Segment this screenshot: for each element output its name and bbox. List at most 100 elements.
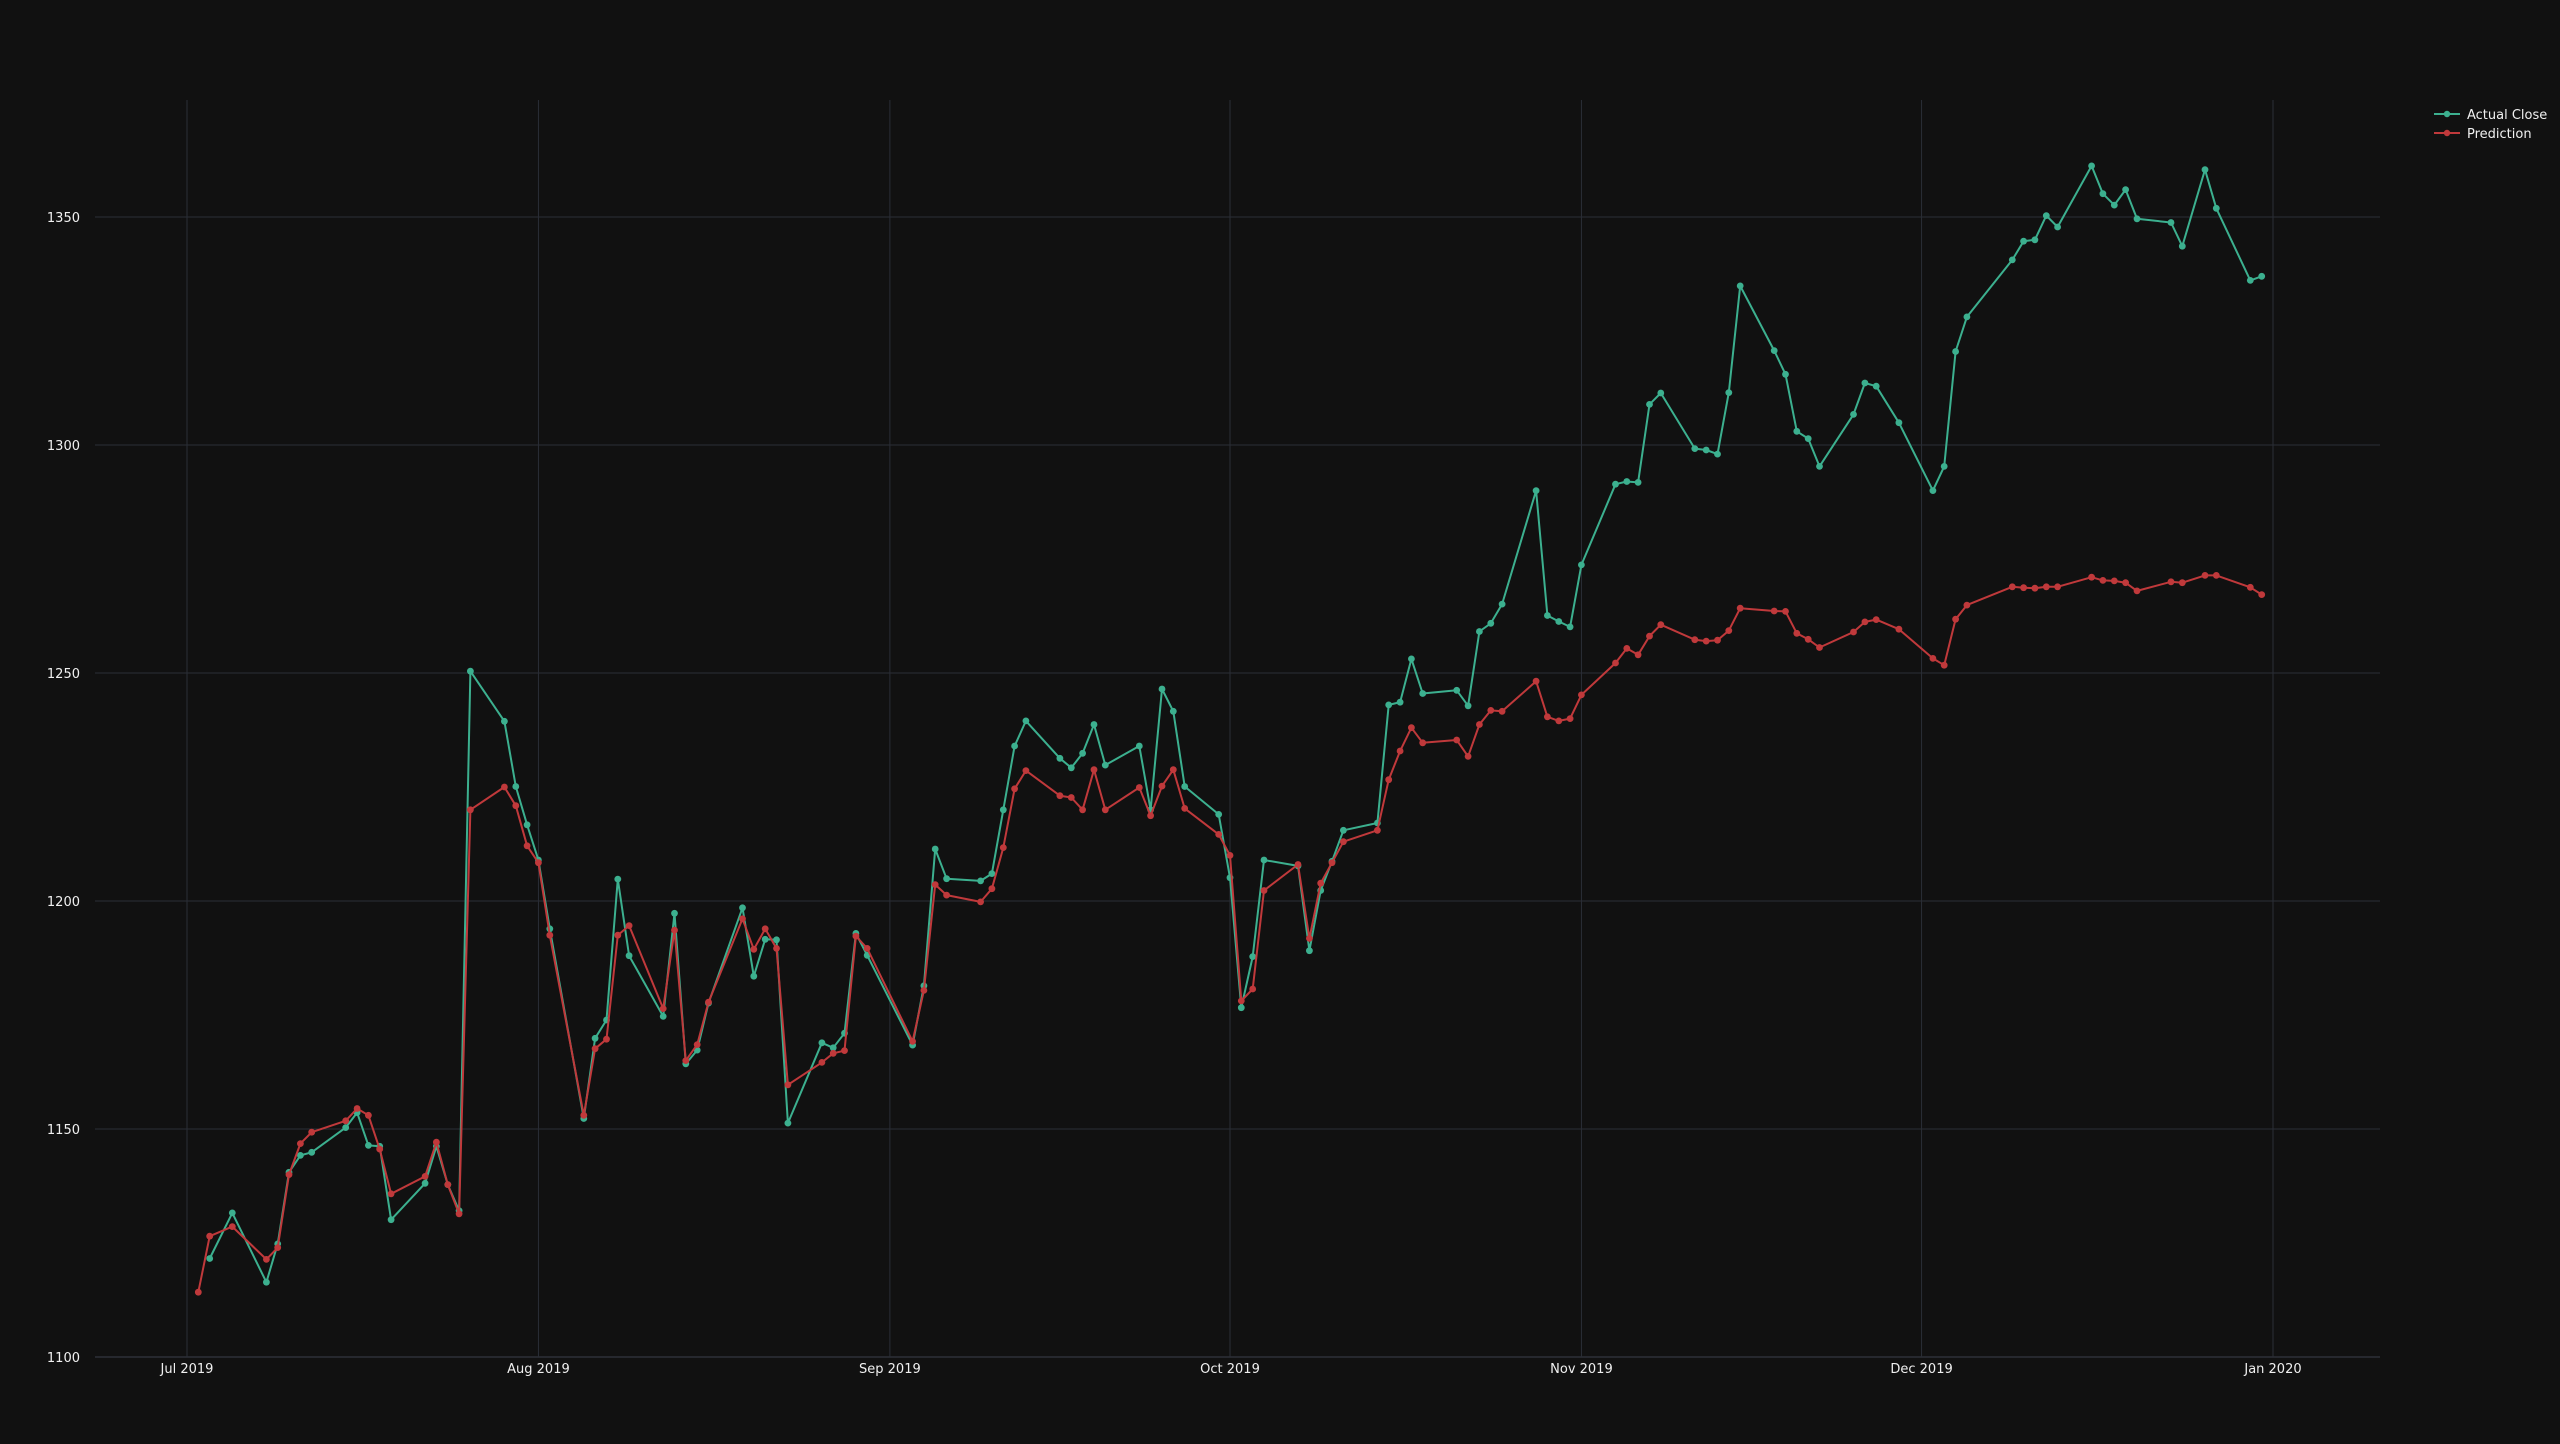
data-point-actual-close[interactable] xyxy=(1011,742,1018,750)
data-point-prediction[interactable] xyxy=(297,1140,304,1147)
data-point-prediction[interactable] xyxy=(2201,572,2209,579)
data-point-prediction[interactable] xyxy=(1770,607,1778,615)
data-point-actual-close[interactable] xyxy=(1646,401,1653,408)
data-point-prediction[interactable] xyxy=(206,1232,214,1240)
data-point-prediction[interactable] xyxy=(693,1041,701,1048)
data-point-actual-close[interactable] xyxy=(467,667,474,675)
data-point-prediction[interactable] xyxy=(818,1059,826,1066)
data-point-actual-close[interactable] xyxy=(1940,463,1948,470)
data-point-prediction[interactable] xyxy=(194,1288,202,1296)
data-point-actual-close[interactable] xyxy=(1566,623,1574,631)
data-point-prediction[interactable] xyxy=(2008,583,2016,591)
data-point-actual-close[interactable] xyxy=(1385,701,1393,709)
data-point-prediction[interactable] xyxy=(535,859,542,867)
data-point-prediction[interactable] xyxy=(1476,721,1483,728)
data-point-prediction[interactable] xyxy=(591,1045,599,1053)
data-point-actual-close[interactable] xyxy=(1872,382,1880,390)
data-point-prediction[interactable] xyxy=(943,891,950,899)
data-point-prediction[interactable] xyxy=(829,1049,837,1057)
data-point-actual-close[interactable] xyxy=(1215,811,1223,818)
data-point-prediction[interactable] xyxy=(1736,604,1744,612)
data-point-actual-close[interactable] xyxy=(739,904,746,912)
data-point-actual-close[interactable] xyxy=(1101,761,1109,769)
data-point-actual-close[interactable] xyxy=(1578,561,1585,569)
data-point-prediction[interactable] xyxy=(1578,691,1585,699)
data-point-actual-close[interactable] xyxy=(1453,686,1461,694)
data-point-actual-close[interactable] xyxy=(1782,370,1789,378)
data-point-actual-close[interactable] xyxy=(512,783,520,790)
data-point-prediction[interactable] xyxy=(2054,583,2062,591)
data-point-prediction[interactable] xyxy=(773,945,780,952)
data-point-actual-close[interactable] xyxy=(2167,219,2175,226)
data-point-prediction[interactable] xyxy=(467,806,474,814)
data-point-prediction[interactable] xyxy=(1181,805,1189,812)
data-point-actual-close[interactable] xyxy=(1419,690,1427,697)
data-point-prediction[interactable] xyxy=(1260,887,1268,894)
data-point-actual-close[interactable] xyxy=(501,717,508,725)
data-point-actual-close[interactable] xyxy=(1079,749,1086,757)
data-point-actual-close[interactable] xyxy=(1657,389,1665,397)
data-point-prediction[interactable] xyxy=(1306,935,1313,942)
data-point-actual-close[interactable] xyxy=(999,806,1007,814)
data-point-prediction[interactable] xyxy=(1634,651,1642,659)
data-point-prediction[interactable] xyxy=(999,844,1007,851)
data-point-prediction[interactable] xyxy=(614,931,622,939)
data-point-prediction[interactable] xyxy=(1646,632,1653,640)
data-point-actual-close[interactable] xyxy=(2088,162,2096,170)
legend[interactable]: Actual Close Prediction xyxy=(2434,108,2547,142)
data-point-prediction[interactable] xyxy=(1963,601,1971,609)
data-point-prediction[interactable] xyxy=(1895,625,1903,633)
data-point-actual-close[interactable] xyxy=(365,1142,372,1149)
data-point-actual-close[interactable] xyxy=(1067,764,1075,772)
data-point-prediction[interactable] xyxy=(1532,677,1540,685)
data-point-actual-close[interactable] xyxy=(988,870,996,877)
data-point-actual-close[interactable] xyxy=(1340,826,1347,834)
data-point-actual-close[interactable] xyxy=(1532,487,1540,494)
data-point-prediction[interactable] xyxy=(852,932,860,940)
data-point-prediction[interactable] xyxy=(1067,794,1075,801)
data-point-actual-close[interactable] xyxy=(784,1119,792,1127)
data-point-actual-close[interactable] xyxy=(2258,272,2266,280)
data-point-prediction[interactable] xyxy=(1294,861,1302,868)
data-point-actual-close[interactable] xyxy=(1850,411,1857,418)
data-point-actual-close[interactable] xyxy=(1408,655,1415,663)
data-point-prediction[interactable] xyxy=(1940,661,1948,669)
data-point-actual-close[interactable] xyxy=(2008,256,2016,264)
data-point-actual-close[interactable] xyxy=(1464,702,1472,710)
data-point-prediction[interactable] xyxy=(1011,785,1018,793)
data-point-prediction[interactable] xyxy=(977,898,984,906)
data-point-prediction[interactable] xyxy=(1952,615,1959,623)
data-point-actual-close[interactable] xyxy=(1691,445,1699,452)
data-point-prediction[interactable] xyxy=(1804,635,1812,643)
data-point-prediction[interactable] xyxy=(2110,577,2118,585)
data-point-actual-close[interactable] xyxy=(1022,717,1030,725)
data-point-actual-close[interactable] xyxy=(2099,190,2107,198)
data-point-actual-close[interactable] xyxy=(2122,186,2130,194)
data-point-prediction[interactable] xyxy=(228,1223,236,1230)
data-point-actual-close[interactable] xyxy=(1396,698,1404,706)
data-point-prediction[interactable] xyxy=(1090,766,1098,774)
data-point-actual-close[interactable] xyxy=(1544,612,1551,619)
data-point-prediction[interactable] xyxy=(1147,812,1154,820)
data-point-prediction[interactable] xyxy=(1022,767,1030,774)
data-point-actual-close[interactable] xyxy=(1169,707,1177,715)
data-point-prediction[interactable] xyxy=(2178,579,2186,587)
data-point-prediction[interactable] xyxy=(750,945,758,953)
data-point-actual-close[interactable] xyxy=(1498,600,1506,608)
data-point-actual-close[interactable] xyxy=(1476,628,1483,635)
data-point-prediction[interactable] xyxy=(1566,715,1574,722)
data-point-actual-close[interactable] xyxy=(1555,618,1563,625)
data-point-actual-close[interactable] xyxy=(1487,619,1495,627)
data-point-actual-close[interactable] xyxy=(1306,947,1313,955)
data-point-actual-close[interactable] xyxy=(523,821,531,829)
data-point-actual-close[interactable] xyxy=(1158,685,1166,693)
data-point-prediction[interactable] xyxy=(1555,717,1563,725)
data-point-prediction[interactable] xyxy=(1453,736,1461,744)
data-point-actual-close[interactable] xyxy=(773,936,780,944)
data-point-actual-close[interactable] xyxy=(342,1124,350,1131)
data-point-prediction[interactable] xyxy=(1396,747,1404,755)
data-point-prediction[interactable] xyxy=(705,998,712,1006)
data-point-prediction[interactable] xyxy=(580,1111,588,1119)
data-point-prediction[interactable] xyxy=(1464,753,1472,760)
data-point-prediction[interactable] xyxy=(1816,644,1823,651)
